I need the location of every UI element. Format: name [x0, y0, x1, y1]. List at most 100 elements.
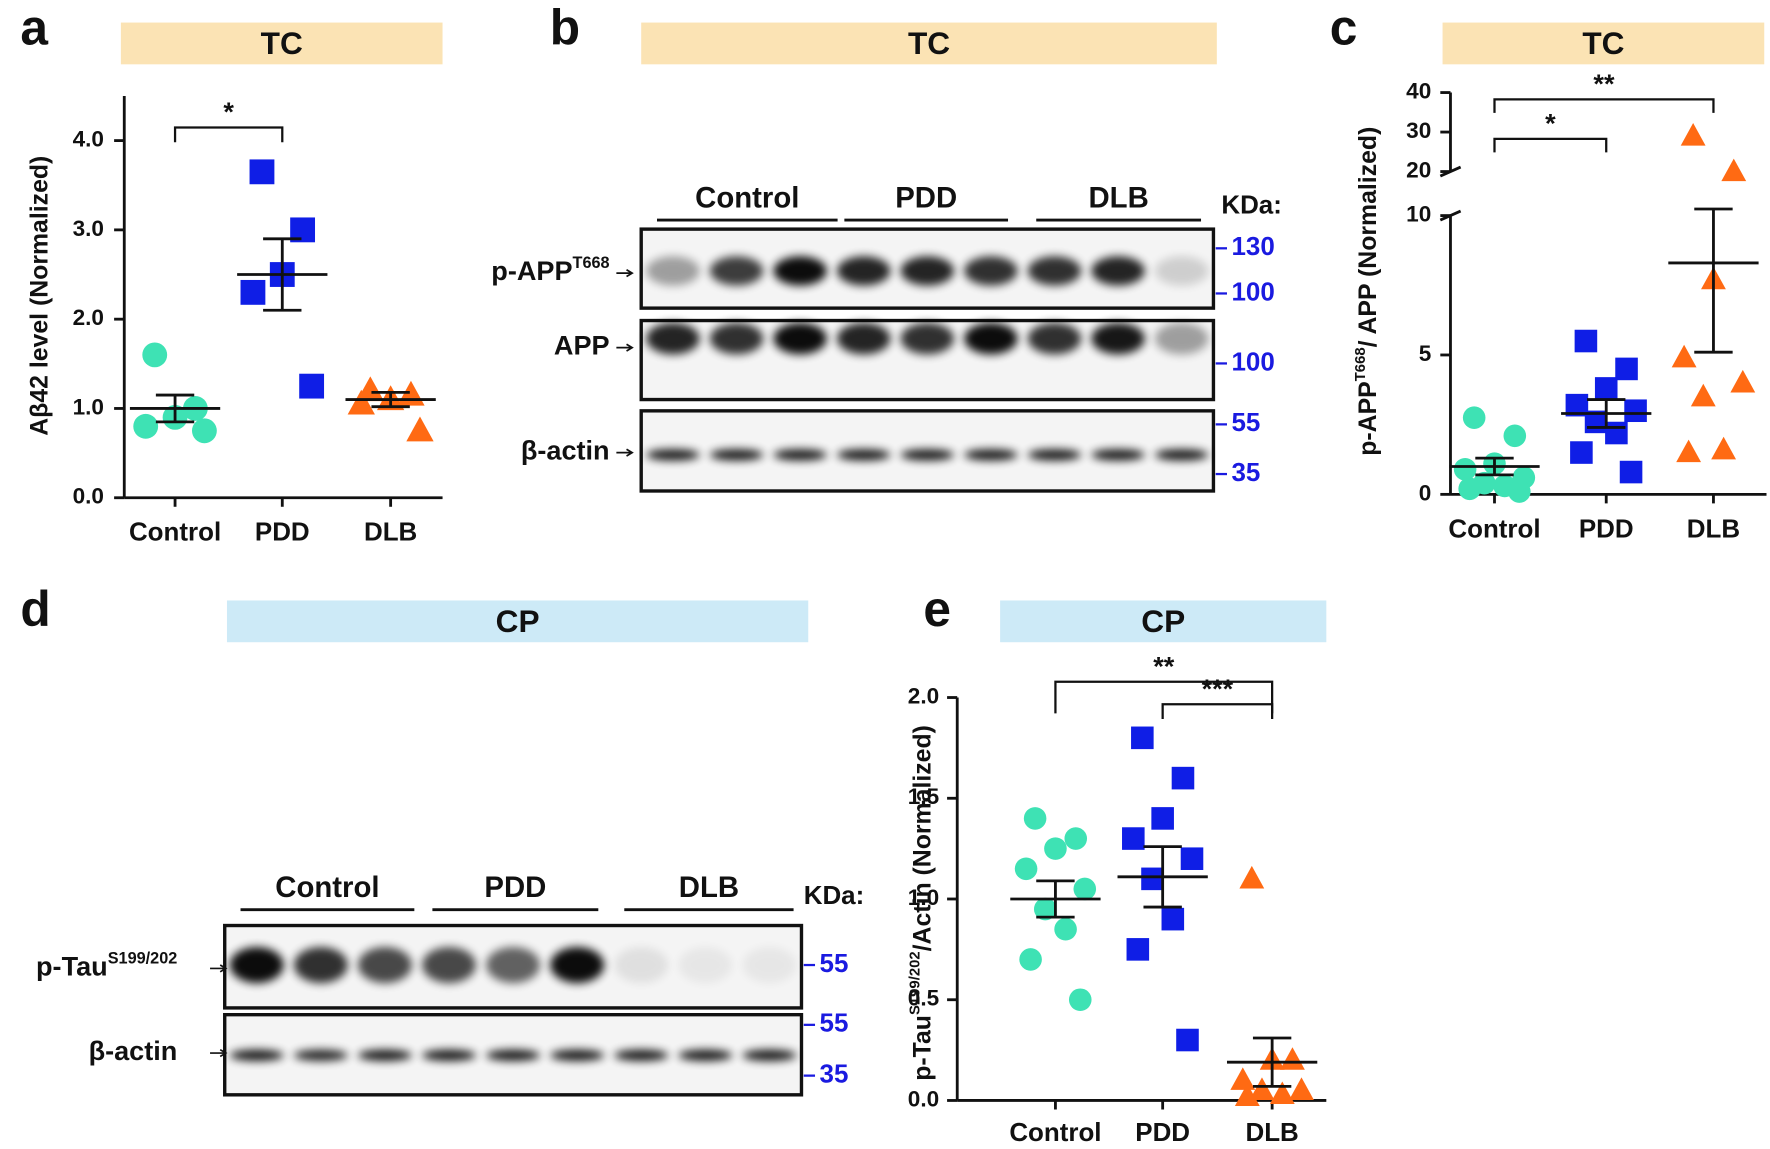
- error-bar: [263, 237, 302, 312]
- y-tick-label: 0.5: [908, 986, 939, 1011]
- label-part: /Actin (Normalized): [909, 725, 936, 951]
- blot-band: [1027, 449, 1082, 461]
- label-part: β-actin: [89, 1035, 178, 1066]
- blot-band: [742, 946, 797, 984]
- blot-band: [550, 1049, 605, 1061]
- label-part: Aβ42 level (Normalized): [26, 156, 53, 436]
- marker-label: 55: [820, 950, 849, 978]
- data-point: [1721, 158, 1747, 182]
- header: TC: [261, 25, 303, 61]
- data-point: [1570, 441, 1593, 464]
- data-point: [1690, 383, 1716, 407]
- superscript: S199/202: [907, 951, 923, 1015]
- panel-letter: c: [1330, 0, 1358, 56]
- data-point: [1171, 766, 1195, 790]
- data-point: [1023, 807, 1047, 830]
- blot-band: [486, 946, 541, 984]
- data-point: [191, 418, 217, 444]
- superscript: T668: [573, 254, 610, 272]
- label-part: β-actin: [521, 435, 610, 466]
- error-bar: [1143, 845, 1182, 909]
- marker-label: 55: [1232, 409, 1261, 437]
- y-tick-label: 3.0: [73, 216, 104, 241]
- data-point: [1671, 344, 1697, 368]
- x-tick-label: Control: [1448, 515, 1540, 543]
- blot-band: [709, 322, 764, 355]
- error-bar: [1694, 207, 1733, 354]
- blot-band: [486, 1049, 541, 1061]
- label: p-APPT668: [491, 254, 609, 286]
- x-tick-label: DLB: [364, 519, 417, 547]
- blot-band: [900, 449, 955, 461]
- data-point: [1280, 1047, 1305, 1070]
- marker-label: 100: [1232, 278, 1275, 306]
- significance-bracket: [173, 126, 284, 143]
- significance-bracket: [1493, 137, 1608, 153]
- blot-band: [964, 449, 1018, 461]
- blot-band: [837, 322, 891, 355]
- y-tick-label: 0.0: [908, 1086, 939, 1111]
- blot-band: [646, 256, 700, 286]
- blot-band: [1027, 322, 1082, 355]
- unit-label: KDa:: [804, 882, 865, 910]
- data-point: [1680, 123, 1706, 146]
- marker-label: 35: [820, 1060, 849, 1088]
- y-tick-label: 1.0: [908, 885, 939, 910]
- y-tick-label: 1.5: [908, 784, 939, 809]
- data-point: [1064, 827, 1088, 850]
- error-bar: [1587, 398, 1626, 429]
- label: APP: [554, 330, 610, 361]
- marker-label: 35: [1232, 459, 1261, 487]
- group-label: PDD: [484, 871, 546, 904]
- data-point: [133, 413, 159, 439]
- significance-label: **: [1593, 68, 1615, 99]
- marker-label: 130: [1232, 233, 1275, 261]
- data-point: [1458, 477, 1481, 501]
- header: CP: [496, 603, 540, 639]
- label: β-actin: [89, 1035, 178, 1066]
- blot-band: [293, 1049, 348, 1061]
- x-tick-label: PDD: [1135, 1119, 1190, 1147]
- label-part: APP: [554, 330, 610, 361]
- significance-label: *: [1545, 107, 1556, 138]
- data-point: [1161, 907, 1185, 931]
- x-tick-label: DLB: [1245, 1119, 1298, 1147]
- blot-band: [293, 946, 348, 984]
- blot-band: [1091, 449, 1145, 461]
- significance-label: ***: [1202, 673, 1234, 704]
- blot-band: [229, 1049, 284, 1061]
- data-point: [1605, 421, 1628, 445]
- blot-band: [614, 1049, 669, 1061]
- data-point: [1180, 847, 1204, 870]
- data-point: [1234, 1083, 1260, 1107]
- label: p-TauS199/202/Actin (Normalized): [907, 725, 936, 1081]
- blot-band: [1027, 256, 1082, 286]
- y-tick-label: 0.0: [73, 484, 104, 509]
- data-point: [1453, 457, 1477, 481]
- data-point: [1503, 424, 1527, 448]
- blot-band: [1154, 256, 1209, 286]
- blot-band: [900, 322, 955, 355]
- blot-band: [646, 322, 700, 355]
- blot-band: [900, 256, 955, 286]
- superscript: S199/202: [108, 950, 178, 968]
- header: CP: [1141, 603, 1185, 639]
- x-tick-label: DLB: [1687, 515, 1740, 543]
- blot-band: [773, 322, 827, 355]
- header: TC: [1582, 25, 1624, 61]
- significance-label: *: [223, 96, 234, 127]
- label: β-actin: [521, 435, 610, 466]
- data-point: [1615, 357, 1638, 381]
- unit-label: KDa:: [1221, 191, 1282, 219]
- marker-label: 55: [820, 1010, 849, 1038]
- data-point: [1176, 1028, 1199, 1052]
- marker-label: 100: [1232, 348, 1275, 376]
- blot-band: [964, 322, 1018, 355]
- significance-bracket: [1054, 680, 1274, 714]
- significance-bracket: [1161, 703, 1274, 719]
- y-tick-label: 5: [1419, 341, 1432, 366]
- data-point: [1574, 329, 1598, 353]
- blot-band: [229, 946, 284, 984]
- blot-band: [422, 1049, 476, 1061]
- panel-letter: e: [923, 581, 951, 637]
